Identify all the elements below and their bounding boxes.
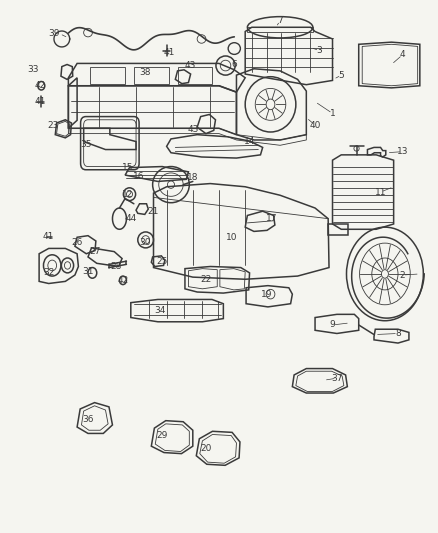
- Text: 43: 43: [187, 125, 198, 134]
- Text: 1: 1: [330, 109, 336, 118]
- Text: 8: 8: [395, 329, 401, 338]
- Text: 42: 42: [117, 276, 129, 285]
- Text: 30: 30: [139, 238, 151, 247]
- Text: 28: 28: [111, 262, 122, 271]
- Text: 23: 23: [47, 120, 59, 130]
- Text: 13: 13: [397, 147, 408, 156]
- Text: 2: 2: [399, 271, 405, 279]
- Text: 38: 38: [139, 69, 151, 77]
- Text: 18: 18: [187, 173, 198, 182]
- Text: 14: 14: [244, 136, 255, 146]
- Text: 25: 25: [156, 257, 168, 265]
- Text: 37: 37: [331, 374, 343, 383]
- Text: 34: 34: [154, 305, 166, 314]
- Text: 7: 7: [277, 17, 283, 26]
- Text: 3: 3: [317, 46, 322, 55]
- Text: 39: 39: [48, 29, 60, 38]
- Text: 32: 32: [43, 269, 54, 277]
- Text: 4: 4: [399, 51, 405, 59]
- Text: 15: 15: [122, 163, 133, 172]
- Text: 20: 20: [200, 444, 212, 453]
- Text: 9: 9: [330, 320, 336, 329]
- Text: 5: 5: [339, 70, 344, 79]
- Text: 33: 33: [28, 66, 39, 74]
- Text: 43: 43: [185, 61, 196, 70]
- Text: 21: 21: [148, 207, 159, 216]
- Text: 27: 27: [89, 247, 100, 256]
- Text: 26: 26: [71, 238, 83, 247]
- Text: 41: 41: [43, 232, 54, 241]
- Text: 17: 17: [265, 214, 277, 223]
- Text: 42: 42: [34, 81, 46, 90]
- Text: 44: 44: [125, 214, 136, 223]
- Text: 10: 10: [226, 233, 238, 243]
- Text: 12: 12: [122, 190, 133, 199]
- Text: 40: 40: [309, 120, 321, 130]
- Text: 6: 6: [231, 60, 237, 69]
- Text: 11: 11: [375, 188, 386, 197]
- Text: 31: 31: [82, 268, 94, 276]
- Text: 35: 35: [80, 140, 92, 149]
- Text: 22: 22: [200, 274, 212, 284]
- Text: 41: 41: [163, 49, 174, 57]
- Text: 29: 29: [156, 431, 168, 440]
- Text: 16: 16: [132, 172, 144, 181]
- Text: 19: 19: [261, 289, 273, 298]
- Text: 41: 41: [34, 97, 46, 106]
- Text: 36: 36: [82, 415, 94, 424]
